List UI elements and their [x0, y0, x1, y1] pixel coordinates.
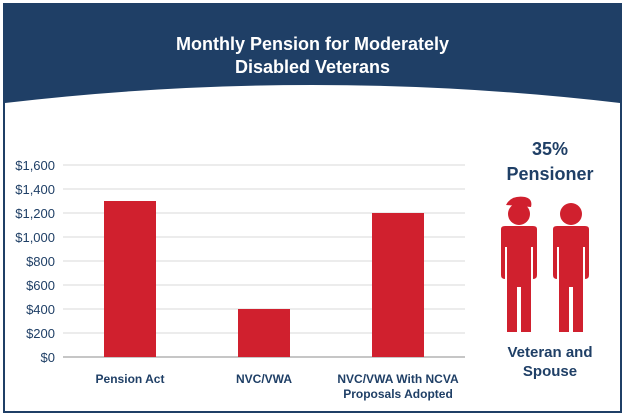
pensioner-label: Pensioner [506, 164, 594, 184]
y-tick-label: $600 [26, 278, 55, 293]
x-tick-label: Proposals Adopted [343, 387, 453, 401]
header-banner-shape [5, 5, 620, 103]
pensioner-heading: 35% Pensioner [490, 137, 610, 187]
y-tick-label: $1,400 [15, 182, 55, 197]
bar-chart: $0 $200 $400 $600 $800 $1,000 $1,200 $1,400 $1,6… [15, 158, 465, 401]
bars [104, 201, 424, 357]
spouse-icon [553, 203, 589, 332]
bar [104, 201, 156, 357]
chart-title-line-1: Monthly Pension for Moderately [175, 34, 450, 54]
x-tick-label: NVC/VWA [236, 372, 292, 386]
veteran-spouse-caption: Veteran and Spouse [483, 343, 617, 381]
y-tick-label: $1,200 [15, 206, 55, 221]
y-axis-ticks: $0 $200 $400 $600 $800 $1,000 $1,200 $1,400 $1,6… [15, 158, 55, 365]
bar [372, 213, 424, 357]
y-tick-label: $800 [26, 254, 55, 269]
y-tick-label: $0 [41, 350, 55, 365]
x-tick-label: NVC/VWA With NCVA [337, 372, 459, 386]
veteran-and-spouse-icon [501, 196, 589, 332]
header-banner [5, 5, 620, 103]
x-tick-label: Pension Act [96, 372, 165, 386]
caption-line-1: Veteran and [507, 344, 593, 361]
veteran-icon [501, 196, 537, 332]
chart-title-line-2: Disabled Veterans [234, 57, 391, 77]
x-axis-labels: Pension Act NVC/VWA NVC/VWA With NCVAPropo… [96, 372, 459, 401]
y-tick-label: $1,000 [15, 230, 55, 245]
caption-line-2: Spouse [522, 363, 578, 380]
y-tick-label: $1,600 [15, 158, 55, 173]
y-tick-label: $200 [26, 326, 55, 341]
chart-title: Monthly Pension for Moderately Disabled … [5, 33, 620, 79]
infographic-frame: Monthly Pension for Moderately Disabled … [3, 3, 622, 413]
pensioner-percent: 35% [531, 139, 569, 159]
y-tick-label: $400 [26, 302, 55, 317]
bar [238, 309, 290, 357]
